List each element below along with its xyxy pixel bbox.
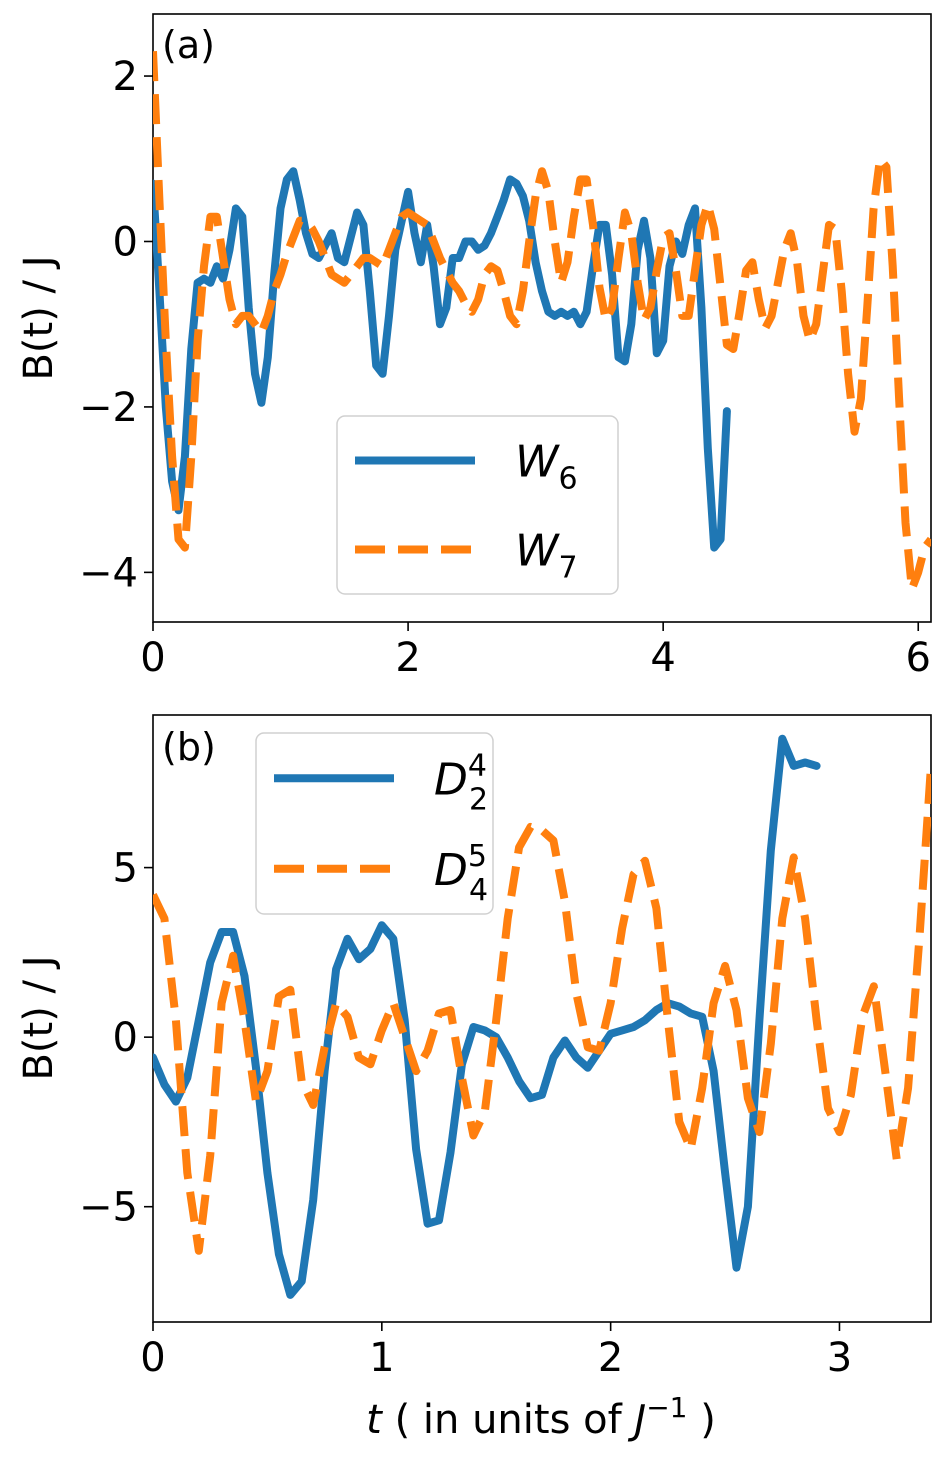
x-tick-label-a: 2 [395, 635, 420, 681]
panel-b-legend: D4 2D5 4 [255, 732, 494, 915]
series-line-b-2 [153, 765, 931, 1255]
legend-label-b-2: D5 4 [434, 839, 488, 908]
y-tick-label-a: 2 [113, 54, 138, 100]
panel-a-series [153, 51, 931, 593]
legend-label-b-1: D4 2 [434, 748, 488, 817]
x-tick-label-b: 1 [369, 1335, 394, 1381]
y-tick-label-a: 0 [113, 219, 138, 265]
panel-b-ylabel: B(t) / J [16, 955, 62, 1080]
panel-b: 0 1 2 3−505 (b) B(t) / J D4 2D5 4 [16, 714, 932, 1381]
x-tick-label-a: 0 [140, 635, 165, 681]
x-axis-label-exponent: −1 [646, 1391, 687, 1424]
y-tick-label-b: 0 [113, 1015, 138, 1061]
panel-b-series [153, 734, 931, 1299]
series-line-a-1 [153, 167, 731, 552]
panel-b-frame [152, 714, 932, 1323]
legend-label-a-2: W7 [515, 526, 578, 586]
x-tick-label-a: 4 [650, 635, 675, 681]
legend-label-a-1: W6 [515, 437, 578, 497]
x-tick-label-b: 0 [140, 1335, 165, 1381]
y-tick-label-a: −2 [79, 385, 138, 431]
y-tick-label-b: −5 [79, 1185, 138, 1231]
x-tick-label-a: 6 [906, 635, 931, 681]
panel-a-ticks: 0 2 4 6 −4 −2 0 2 [79, 54, 931, 681]
panel-b-label: (b) [162, 725, 216, 769]
panel-a-ylabel: B(t) / J [16, 255, 62, 380]
x-axis-label-t: t [366, 1397, 383, 1443]
x-axis-label: t ( in units of J−1 ) [366, 1391, 716, 1443]
x-tick-label-b: 3 [827, 1335, 852, 1381]
panel-b-ticks: 0 1 2 3 −5 0 5 [79, 846, 852, 1381]
x-axis-label-close: ) [687, 1397, 715, 1443]
y-tick-label-a: −4 [79, 550, 138, 596]
series-line-a-2 [153, 51, 931, 593]
x-tick-label-b: 2 [598, 1335, 623, 1381]
x-axis-label-text: ( in units of [382, 1397, 635, 1443]
panel-a-label: (a) [162, 23, 215, 67]
y-tick-label-b: 5 [113, 846, 138, 892]
panel-a-frame [152, 13, 932, 623]
